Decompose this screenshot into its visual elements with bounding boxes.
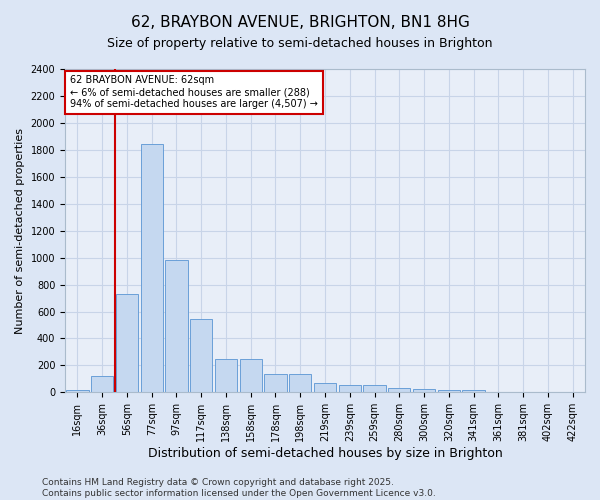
X-axis label: Distribution of semi-detached houses by size in Brighton: Distribution of semi-detached houses by … [148, 447, 502, 460]
Bar [388, 388, 410, 392]
Bar [166, 260, 188, 392]
Bar [239, 360, 262, 392]
Bar [91, 376, 113, 392]
Y-axis label: Number of semi-detached properties: Number of semi-detached properties [15, 128, 25, 334]
Bar [338, 385, 361, 392]
Bar [437, 390, 460, 392]
Bar [190, 319, 212, 392]
Bar [215, 358, 237, 392]
Text: Contains HM Land Registry data © Crown copyright and database right 2025.
Contai: Contains HM Land Registry data © Crown c… [42, 478, 436, 498]
Bar [413, 389, 435, 392]
Bar [364, 385, 386, 392]
Bar [463, 390, 485, 392]
Text: 62 BRAYBON AVENUE: 62sqm
← 6% of semi-detached houses are smaller (288)
94% of s: 62 BRAYBON AVENUE: 62sqm ← 6% of semi-de… [70, 76, 318, 108]
Bar [116, 294, 138, 392]
Bar [140, 144, 163, 392]
Text: Size of property relative to semi-detached houses in Brighton: Size of property relative to semi-detach… [107, 38, 493, 51]
Bar [289, 374, 311, 392]
Text: 62, BRAYBON AVENUE, BRIGHTON, BN1 8HG: 62, BRAYBON AVENUE, BRIGHTON, BN1 8HG [131, 15, 469, 30]
Bar [66, 390, 89, 392]
Bar [265, 374, 287, 392]
Bar [314, 383, 336, 392]
